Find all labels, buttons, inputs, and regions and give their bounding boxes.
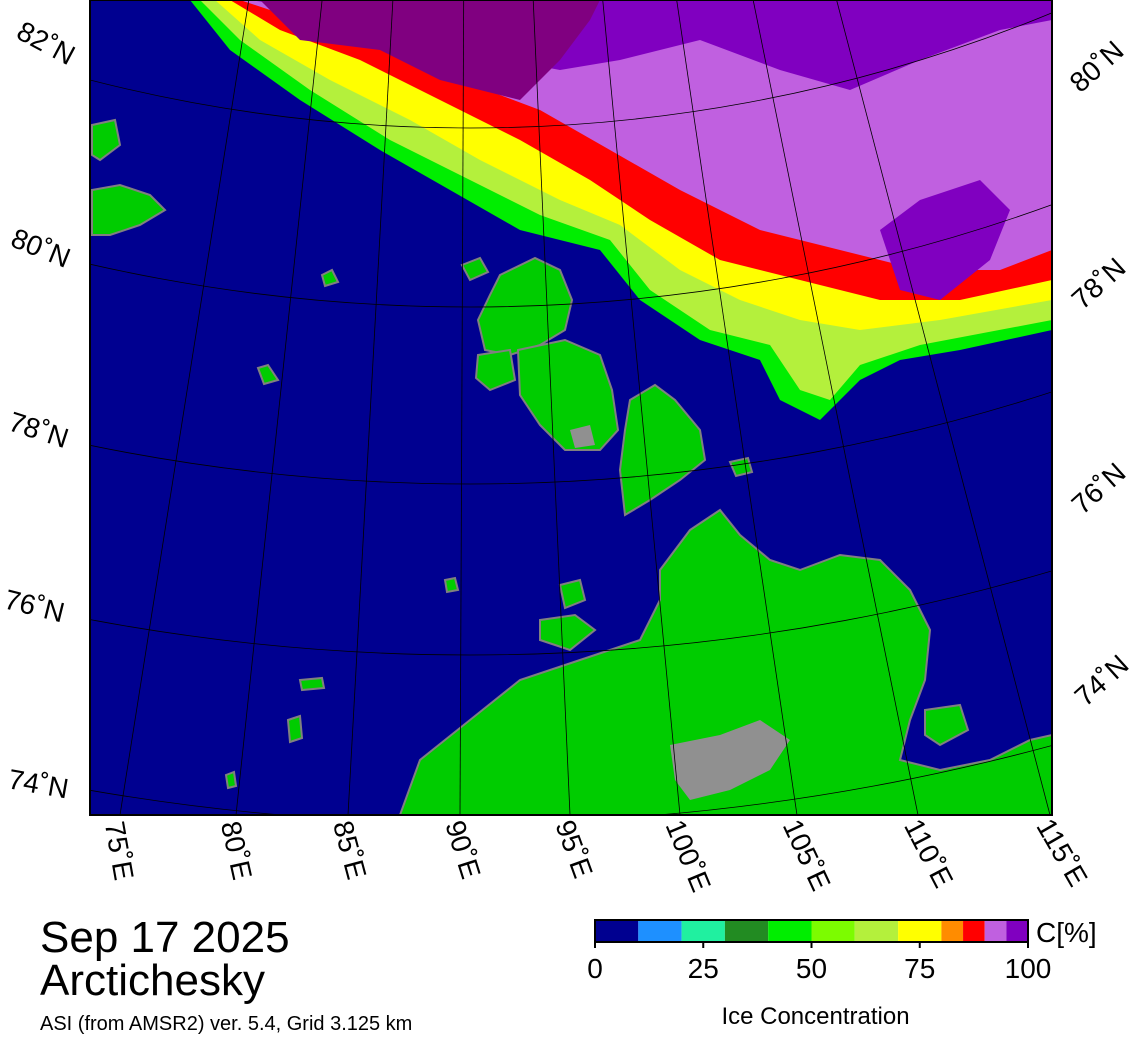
colorbar-tick-label: 25 — [688, 953, 719, 984]
colorbar-unit: C[%] — [1036, 917, 1097, 948]
island — [256, 363, 280, 386]
lon-label: 110˚E — [898, 814, 959, 893]
colorbar-segment — [854, 920, 899, 942]
graticule — [90, 0, 1052, 815]
colorbar-segment — [768, 920, 812, 942]
meridian — [532, 0, 571, 815]
colorbar: 0 25 50 75 100 C[%] Ice Concentration — [587, 917, 1096, 1030]
lon-label: 80˚E — [215, 818, 258, 882]
island — [224, 770, 238, 790]
colorbar-segment — [811, 920, 855, 942]
meridian — [676, 0, 798, 815]
island — [924, 703, 970, 747]
lat-label: 82˚N — [12, 15, 80, 71]
lon-label: 95˚E — [549, 816, 598, 882]
meridian — [459, 0, 465, 815]
meridian — [752, 0, 919, 815]
lat-label: 76˚N — [1, 584, 67, 629]
island — [91, 183, 167, 236]
colorbar-segment — [984, 920, 1007, 942]
colorbar-segment — [638, 920, 682, 942]
meridian — [119, 0, 250, 815]
colorbar-tick-label: 50 — [796, 953, 827, 984]
ice-patch — [880, 180, 1010, 300]
lat-label: 74˚N — [1069, 649, 1135, 713]
lon-label: 105˚E — [777, 815, 837, 896]
island — [558, 578, 587, 610]
glacier — [670, 720, 790, 800]
land-ice — [570, 425, 790, 800]
colorbar-segment — [963, 920, 985, 942]
date: Sep 17 2025 — [40, 913, 290, 962]
colorbar-segment — [724, 920, 769, 942]
island — [320, 268, 340, 288]
lon-label: 115˚E — [1030, 813, 1093, 891]
island — [443, 576, 460, 594]
lon-label: 100˚E — [660, 815, 717, 896]
island — [286, 714, 304, 744]
lon-label: 85˚E — [327, 817, 372, 882]
lat-label: 80˚N — [1064, 35, 1130, 99]
colorbar-tick-label: 75 — [904, 953, 935, 984]
lon-label: 90˚E — [439, 817, 486, 883]
lat-label: 78˚N — [1066, 252, 1132, 316]
colorbar-tick-label: 0 — [587, 953, 603, 984]
taymyr-peninsula — [398, 508, 1052, 815]
meridian — [235, 0, 323, 815]
map-frame — [89, 0, 1053, 816]
island — [460, 256, 490, 282]
meridian — [836, 0, 1051, 815]
map-area — [90, 0, 1052, 815]
island — [539, 613, 597, 652]
land — [91, 118, 1052, 815]
lat-label: 78˚N — [5, 406, 72, 454]
meridian — [602, 0, 681, 815]
colorbar-segment — [595, 920, 639, 942]
colorbar-segment — [941, 920, 964, 942]
colorbar-segment — [1006, 920, 1028, 942]
lat-label: 74˚N — [6, 763, 71, 804]
bolshevik-island — [618, 383, 707, 517]
source: ASI (from AMSR2) ver. 5.4, Grid 3.125 km — [40, 1013, 412, 1035]
meridian — [347, 0, 394, 815]
region: Arctichesky — [40, 956, 265, 1005]
lat-label: 76˚N — [1066, 457, 1132, 521]
lon-label: 75˚E — [99, 819, 140, 883]
colorbar-tick-label: 100 — [1005, 953, 1052, 984]
lat-label: 80˚N — [7, 222, 75, 273]
colorbar-label: Ice Concentration — [721, 1003, 909, 1030]
pioneer-island — [474, 348, 517, 392]
colorbar-segment — [681, 920, 725, 942]
glacier — [570, 425, 595, 448]
island — [298, 676, 326, 692]
ice-core — [260, 0, 600, 100]
colorbar-segment — [898, 920, 942, 942]
island — [91, 118, 122, 162]
october-revolution-island — [516, 338, 620, 451]
